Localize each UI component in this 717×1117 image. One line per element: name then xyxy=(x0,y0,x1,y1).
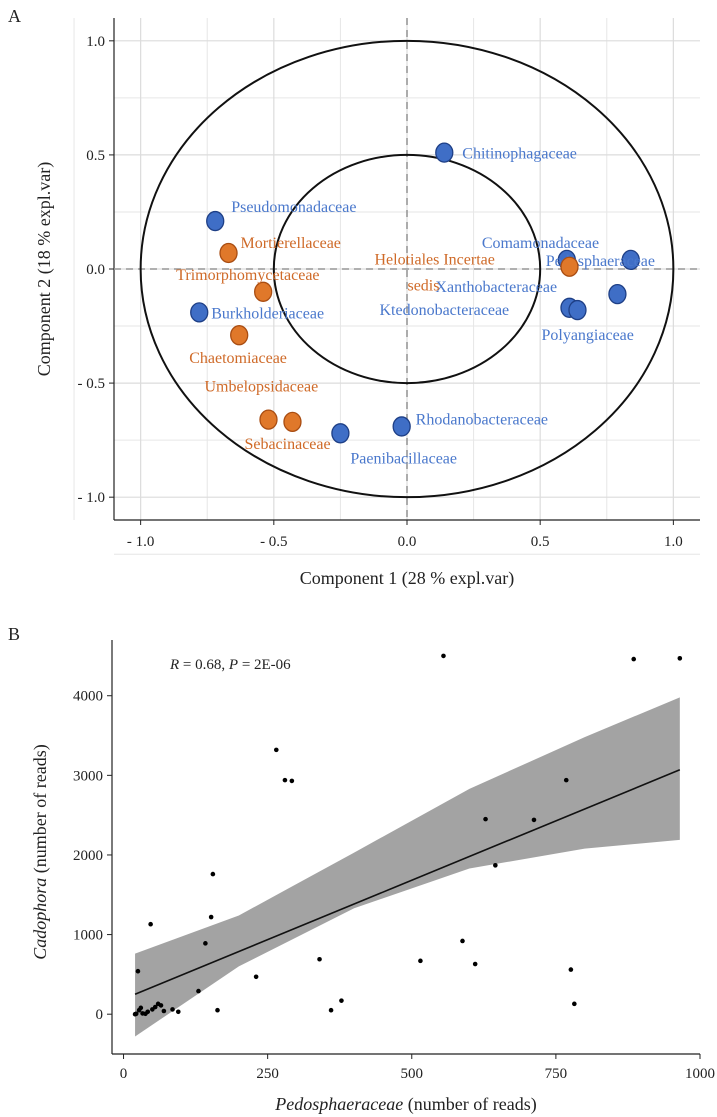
data-point xyxy=(253,974,259,980)
point-bacteria[interactable] xyxy=(206,210,225,232)
regression-line xyxy=(134,769,681,996)
data-point xyxy=(472,961,478,967)
data-point xyxy=(572,1001,577,1007)
correlation-circle xyxy=(272,153,542,385)
x-tick-label: 0.5 xyxy=(531,534,550,550)
point-label: Chitinophagaceae xyxy=(462,146,577,163)
data-point xyxy=(175,1009,181,1015)
data-point xyxy=(135,968,141,974)
data-point xyxy=(328,1007,334,1013)
data-point xyxy=(196,988,201,994)
point-fungi[interactable] xyxy=(254,281,273,302)
y-tick-label: 1.0 xyxy=(86,34,105,50)
data-point xyxy=(148,921,153,927)
x-tick-label: 0.0 xyxy=(398,534,417,550)
y-tick-label: 2000 xyxy=(73,848,103,864)
point-label: Xanthobacteraceae xyxy=(435,279,557,296)
data-point xyxy=(145,1009,151,1015)
x-tick-label: 500 xyxy=(401,1066,424,1082)
x-axis-title: Pedosphaeraceae (number of reads) xyxy=(274,1094,536,1115)
point-label: Sebacinaceae xyxy=(244,436,330,453)
panel-b-letter: B xyxy=(8,624,20,644)
y-tick-label: - 0.5 xyxy=(78,376,106,392)
x-tick-label: 1.0 xyxy=(664,534,683,550)
confidence-band xyxy=(135,697,680,1037)
data-point xyxy=(483,816,488,822)
point-fungi[interactable] xyxy=(283,411,302,433)
data-point xyxy=(677,656,683,661)
regression-scatter-plot: 0 250 500 750 1000 0 1000 2000 3000 4000 R = 0.68,… xyxy=(30,640,715,1115)
x-tick-label: 750 xyxy=(545,1066,568,1082)
y-tick-label: 0.0 xyxy=(86,262,105,278)
point-bacteria[interactable] xyxy=(331,423,350,444)
point-label: Mortierellaceae xyxy=(241,235,341,252)
point-bacteria[interactable] xyxy=(435,142,454,163)
data-point xyxy=(418,958,423,964)
data-point xyxy=(289,778,295,784)
data-point xyxy=(215,1007,220,1013)
pca-correlation-plot: - 1.0 - 0.5 0.0 0.5 1.0 - 1.0 - 0.5 0.0 0.5 1.0 Co… xyxy=(34,18,700,589)
data-point xyxy=(339,998,344,1003)
point-bacteria[interactable] xyxy=(621,249,640,271)
x-tick-label: 0 xyxy=(120,1066,128,1082)
stat-annotation: R = 0.68, P = 2E-06 xyxy=(169,657,291,673)
point-label: Pseudomonadaceae xyxy=(231,199,356,216)
data-point xyxy=(138,1005,144,1011)
point-label: Rhodanobacteraceae xyxy=(416,411,548,428)
y-tick-label: 1000 xyxy=(73,928,103,944)
y-tick-label: - 1.0 xyxy=(78,490,106,506)
y-tick-label: 0.5 xyxy=(86,148,105,164)
point-label: Burkholderiaceae xyxy=(211,305,324,322)
x-tick-label: 250 xyxy=(256,1066,279,1082)
point-fungi[interactable] xyxy=(560,256,579,277)
point-label: Chaetomiaceae xyxy=(189,350,287,367)
x-tick-label: 1000 xyxy=(685,1066,715,1082)
data-point xyxy=(152,1004,158,1010)
data-point xyxy=(133,1011,139,1017)
panel-a-letter: A xyxy=(8,6,21,26)
point-label: Trimorphomycetaceae xyxy=(176,267,319,284)
data-point xyxy=(273,747,279,753)
point-fungi[interactable] xyxy=(259,409,278,430)
x-tick-label: - 0.5 xyxy=(260,534,288,550)
data-point xyxy=(208,914,214,920)
point-label: Comamonadaceae xyxy=(482,235,599,252)
data-point xyxy=(210,871,216,877)
data-point xyxy=(441,653,446,659)
point-bacteria[interactable] xyxy=(568,299,587,321)
data-point xyxy=(563,777,569,783)
x-tick-label: - 1.0 xyxy=(127,534,155,550)
data-point xyxy=(282,777,288,783)
y-axis-title: Component 2 (18 % expl.var) xyxy=(34,162,55,376)
point-bacteria[interactable] xyxy=(190,302,209,323)
point-label-continued: sedis xyxy=(407,278,439,295)
y-tick-label: 3000 xyxy=(73,768,103,784)
y-tick-label: 4000 xyxy=(73,689,103,705)
data-point xyxy=(568,967,574,972)
point-fungi[interactable] xyxy=(219,242,238,264)
point-label: Polyangiaceae xyxy=(541,327,633,344)
data-point xyxy=(203,941,208,946)
data-point xyxy=(170,1007,175,1012)
data-point xyxy=(158,1003,164,1008)
data-point xyxy=(161,1008,167,1014)
point-label: Helotiales Incertae xyxy=(374,252,494,269)
data-point xyxy=(531,817,537,823)
point-label: Paenibacillaceae xyxy=(350,450,457,467)
point-bacteria[interactable] xyxy=(608,283,627,305)
data-point xyxy=(631,656,637,662)
point-label: Umbelopsidaceae xyxy=(204,379,318,396)
correlation-circle xyxy=(139,39,675,499)
data-point xyxy=(317,956,322,962)
y-tick-label: 0 xyxy=(96,1007,104,1023)
point-fungi[interactable] xyxy=(230,325,249,346)
data-point xyxy=(460,938,465,944)
x-axis-title: Component 1 (28 % expl.var) xyxy=(300,568,514,589)
data-point xyxy=(493,863,498,868)
point-bacteria[interactable] xyxy=(392,416,411,437)
point-label: Ktedonobacteraceae xyxy=(379,302,509,319)
y-axis-title: Cadophora (number of reads) xyxy=(30,744,51,959)
